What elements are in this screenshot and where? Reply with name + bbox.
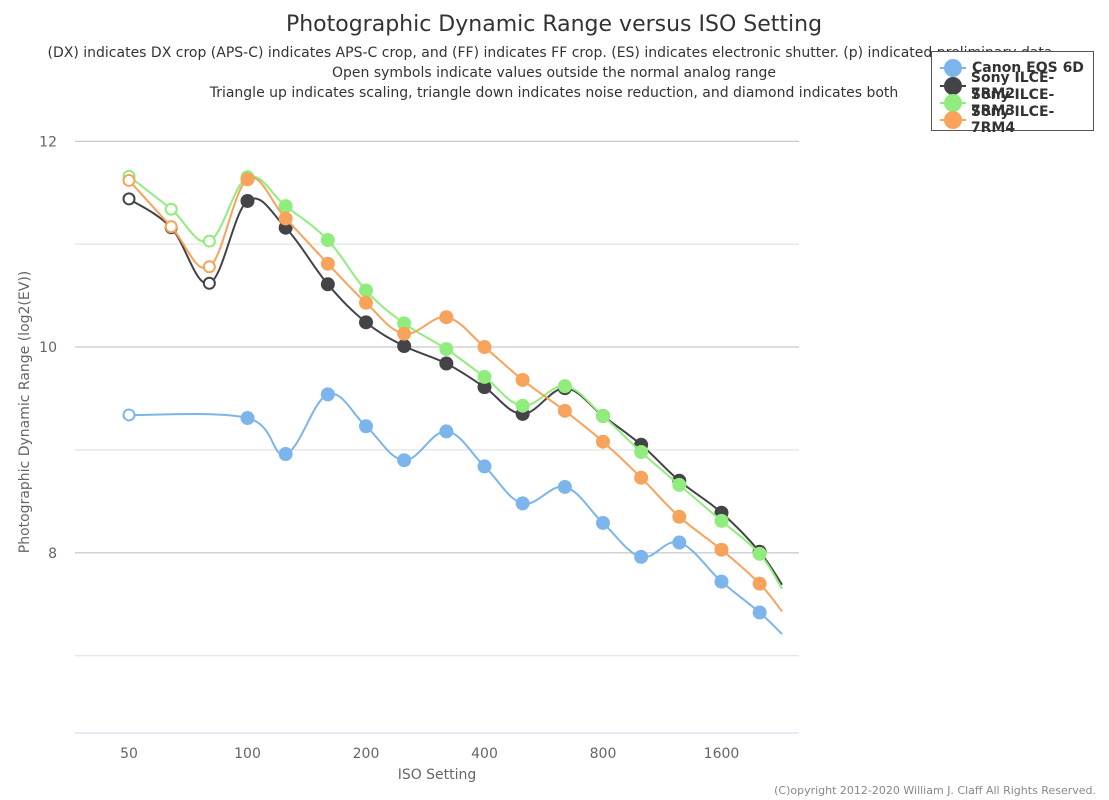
data-point[interactable] [634, 444, 649, 459]
data-point[interactable] [122, 408, 136, 422]
data-point[interactable] [278, 211, 293, 226]
data-point[interactable] [714, 574, 729, 589]
x-tick-label: 400 [471, 746, 498, 762]
legend-swatch-7rm3 [940, 94, 966, 112]
legend-label-canon: Canon EOS 6D [972, 60, 1084, 76]
y-tick-label: 12 [39, 134, 57, 150]
data-point[interactable] [359, 419, 373, 434]
data-point[interactable] [714, 542, 729, 557]
data-point[interactable] [240, 411, 255, 426]
data-point[interactable] [477, 369, 492, 384]
data-point[interactable] [320, 277, 335, 292]
data-point[interactable] [397, 326, 412, 341]
data-point[interactable] [596, 408, 610, 423]
data-point[interactable] [672, 477, 687, 492]
data-point[interactable] [477, 380, 492, 395]
legend-item-sony-ilce-7rm2[interactable]: Sony ILCE-7RM2 [940, 70, 1093, 102]
data-point[interactable] [397, 339, 412, 354]
data-point[interactable] [122, 173, 136, 187]
data-point[interactable] [122, 192, 136, 206]
series-layer [122, 169, 783, 635]
data-point[interactable] [557, 479, 572, 494]
data-point[interactable] [359, 295, 373, 310]
data-point[interactable] [320, 387, 335, 402]
tick-layer: 12 10 8 50 100 200 400 800 1600 [39, 134, 739, 762]
series-0 [122, 387, 783, 635]
y-tick-label: 10 [39, 340, 57, 356]
legend-item-sony-ilce-7rm4[interactable]: Sony ILCE-7RM4 [940, 104, 1093, 136]
grid-layer [75, 140, 799, 657]
x-tick-label: 200 [353, 746, 380, 762]
data-point[interactable] [672, 509, 687, 524]
data-point[interactable] [557, 379, 572, 394]
data-point[interactable] [477, 340, 492, 355]
data-point[interactable] [752, 605, 767, 620]
legend-label-7rm3: Sony ILCE-7RM3 [970, 87, 1055, 119]
subtitle-line-2: Open symbols indicate values outside the… [332, 65, 776, 81]
subtitle-line-3: Triangle up indicates scaling, triangle … [209, 85, 899, 101]
data-point[interactable] [714, 513, 729, 528]
data-point[interactable] [202, 276, 216, 290]
series-line [128, 197, 783, 586]
data-point[interactable] [359, 283, 373, 298]
data-point[interactable] [164, 202, 178, 216]
data-point[interactable] [515, 372, 530, 387]
data-point[interactable] [672, 535, 687, 550]
data-point[interactable] [164, 220, 178, 234]
data-point[interactable] [359, 315, 373, 330]
legend-label-7rm4: Sony ILCE-7RM4 [970, 104, 1055, 136]
data-point[interactable] [596, 434, 610, 449]
data-point[interactable] [439, 342, 454, 357]
legend-swatch-7rm2 [940, 77, 966, 95]
x-tick-label: 50 [120, 746, 138, 762]
chart-legend: Canon EOS 6D Sony ILCE-7RM2 Sony ILCE-7R… [931, 51, 1094, 136]
data-point[interactable] [240, 172, 255, 187]
data-point[interactable] [515, 496, 530, 511]
data-point[interactable] [634, 470, 649, 485]
series-1 [122, 192, 783, 586]
data-point[interactable] [320, 256, 335, 271]
legend-item-canon-eos-6d[interactable]: Canon EOS 6D [940, 59, 1084, 77]
data-point[interactable] [596, 515, 610, 530]
data-point[interactable] [278, 447, 293, 462]
y-axis-label: Photographic Dynamic Range (log2(EV)) [17, 271, 33, 554]
data-point[interactable] [202, 234, 216, 248]
legend-swatch-canon [940, 59, 966, 77]
series-2 [122, 169, 783, 590]
data-point[interactable] [439, 424, 454, 439]
data-point[interactable] [320, 233, 335, 248]
copyright-text: (C)opyright 2012-2020 William J. Claff A… [774, 784, 1096, 797]
data-point[interactable] [439, 356, 454, 371]
legend-swatch-7rm4 [940, 111, 966, 129]
x-tick-label: 100 [234, 746, 261, 762]
subtitle-line-1: (DX) indicates DX crop (APS-C) indicates… [48, 45, 1053, 61]
x-axis-label: ISO Setting [398, 767, 477, 783]
data-point[interactable] [439, 310, 454, 325]
data-point[interactable] [477, 459, 492, 474]
data-point[interactable] [557, 403, 572, 418]
legend-item-sony-ilce-7rm3[interactable]: Sony ILCE-7RM3 [940, 87, 1093, 119]
y-tick-label: 8 [48, 546, 57, 562]
chart-title: Photographic Dynamic Range versus ISO Se… [286, 12, 822, 37]
series-3 [122, 172, 783, 613]
x-tick-label: 1600 [704, 746, 740, 762]
data-point[interactable] [278, 199, 293, 214]
data-point[interactable] [515, 398, 530, 413]
x-tick-label: 800 [590, 746, 617, 762]
series-line [128, 175, 783, 590]
data-point[interactable] [397, 453, 412, 468]
data-point[interactable] [397, 316, 412, 331]
data-point[interactable] [752, 576, 767, 591]
data-point[interactable] [752, 546, 767, 561]
data-point[interactable] [202, 260, 216, 274]
data-point[interactable] [634, 549, 649, 564]
data-point[interactable] [240, 193, 255, 208]
legend-label-7rm2: Sony ILCE-7RM2 [970, 70, 1055, 102]
